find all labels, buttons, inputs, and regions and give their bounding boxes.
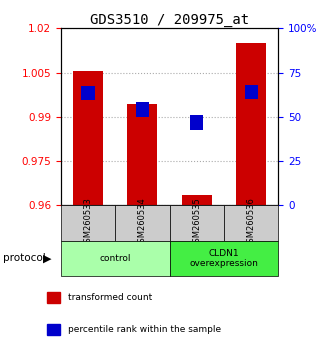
- Text: protocol: protocol: [3, 253, 46, 263]
- Text: GSM260533: GSM260533: [84, 198, 92, 249]
- Text: GSM260534: GSM260534: [138, 198, 147, 249]
- Bar: [136, 102, 149, 117]
- Bar: [182, 195, 212, 205]
- Text: CLDN1
overexpression: CLDN1 overexpression: [189, 249, 259, 268]
- Text: percentile rank within the sample: percentile rank within the sample: [68, 325, 221, 334]
- Bar: [47, 292, 60, 303]
- Text: ▶: ▶: [43, 253, 52, 263]
- Title: GDS3510 / 209975_at: GDS3510 / 209975_at: [90, 13, 249, 27]
- FancyBboxPatch shape: [170, 205, 224, 241]
- FancyBboxPatch shape: [224, 205, 278, 241]
- Text: transformed count: transformed count: [68, 293, 152, 302]
- Bar: [47, 324, 60, 335]
- FancyBboxPatch shape: [61, 205, 115, 241]
- Text: control: control: [100, 254, 131, 263]
- Bar: [236, 43, 266, 205]
- Text: GSM260535: GSM260535: [192, 198, 201, 249]
- FancyBboxPatch shape: [61, 241, 170, 276]
- Bar: [245, 85, 258, 99]
- Bar: [127, 104, 157, 205]
- Text: GSM260536: GSM260536: [247, 198, 256, 249]
- FancyBboxPatch shape: [115, 205, 170, 241]
- Bar: [82, 86, 94, 100]
- FancyBboxPatch shape: [170, 241, 278, 276]
- Bar: [190, 115, 203, 130]
- Bar: [73, 71, 103, 205]
